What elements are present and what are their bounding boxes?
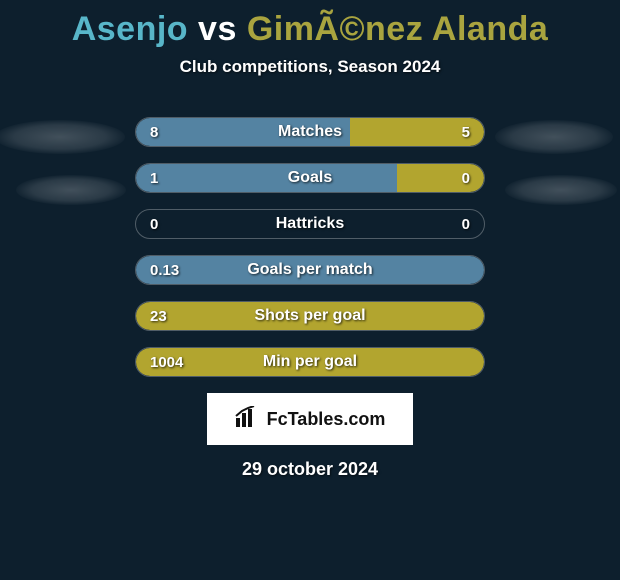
stat-label: Goals <box>136 164 484 192</box>
logo-box[interactable]: FcTables.com <box>207 393 413 445</box>
silhouette-shadow <box>0 120 125 154</box>
stat-label: Hattricks <box>136 210 484 238</box>
stat-label: Goals per match <box>136 256 484 284</box>
subtitle: Club competitions, Season 2024 <box>0 57 620 77</box>
silhouette-shadow <box>495 120 613 154</box>
stat-label: Matches <box>136 118 484 146</box>
stat-row: 10Goals <box>135 163 485 193</box>
player-right-name: GimÃ©nez Alanda <box>247 10 548 48</box>
logo-text: FcTables.com <box>267 409 386 430</box>
stat-row: 1004Min per goal <box>135 347 485 377</box>
stat-row: 85Matches <box>135 117 485 147</box>
stat-label: Shots per goal <box>136 302 484 330</box>
comparison-title: Asenjo vs GimÃ©nez Alanda <box>0 0 620 49</box>
date-text: 29 october 2024 <box>0 459 620 480</box>
stat-row: 23Shots per goal <box>135 301 485 331</box>
silhouette-shadow <box>16 175 126 205</box>
bar-chart-icon <box>235 406 261 433</box>
player-left-name: Asenjo <box>72 10 188 48</box>
stat-label: Min per goal <box>136 348 484 376</box>
vs-text: vs <box>198 10 237 48</box>
stats-container: 85Matches 10Goals 00Hattricks 0.13Goals per… <box>135 117 485 377</box>
silhouette-shadow <box>505 175 617 205</box>
stat-row: 0.13Goals per match <box>135 255 485 285</box>
stat-row: 00Hattricks <box>135 209 485 239</box>
